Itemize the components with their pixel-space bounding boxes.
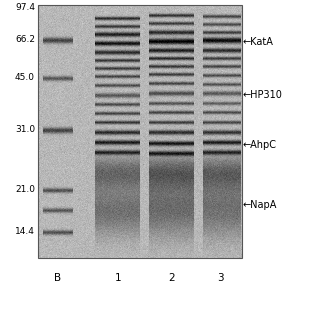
Text: 3: 3	[217, 273, 223, 283]
Text: ←NapA: ←NapA	[243, 200, 277, 210]
Text: ←KatA: ←KatA	[243, 37, 274, 47]
Text: 1: 1	[115, 273, 121, 283]
Text: 21.0: 21.0	[15, 186, 35, 195]
Text: 66.2: 66.2	[15, 36, 35, 44]
Text: ←AhpC: ←AhpC	[243, 140, 277, 150]
Text: 31.0: 31.0	[15, 125, 35, 134]
Text: 14.4: 14.4	[15, 228, 35, 236]
Text: 2: 2	[169, 273, 175, 283]
Text: 97.4: 97.4	[15, 4, 35, 12]
Text: B: B	[54, 273, 61, 283]
Text: 45.0: 45.0	[15, 74, 35, 83]
Text: ←HP310: ←HP310	[243, 90, 283, 100]
Bar	[38, 5, 242, 258]
